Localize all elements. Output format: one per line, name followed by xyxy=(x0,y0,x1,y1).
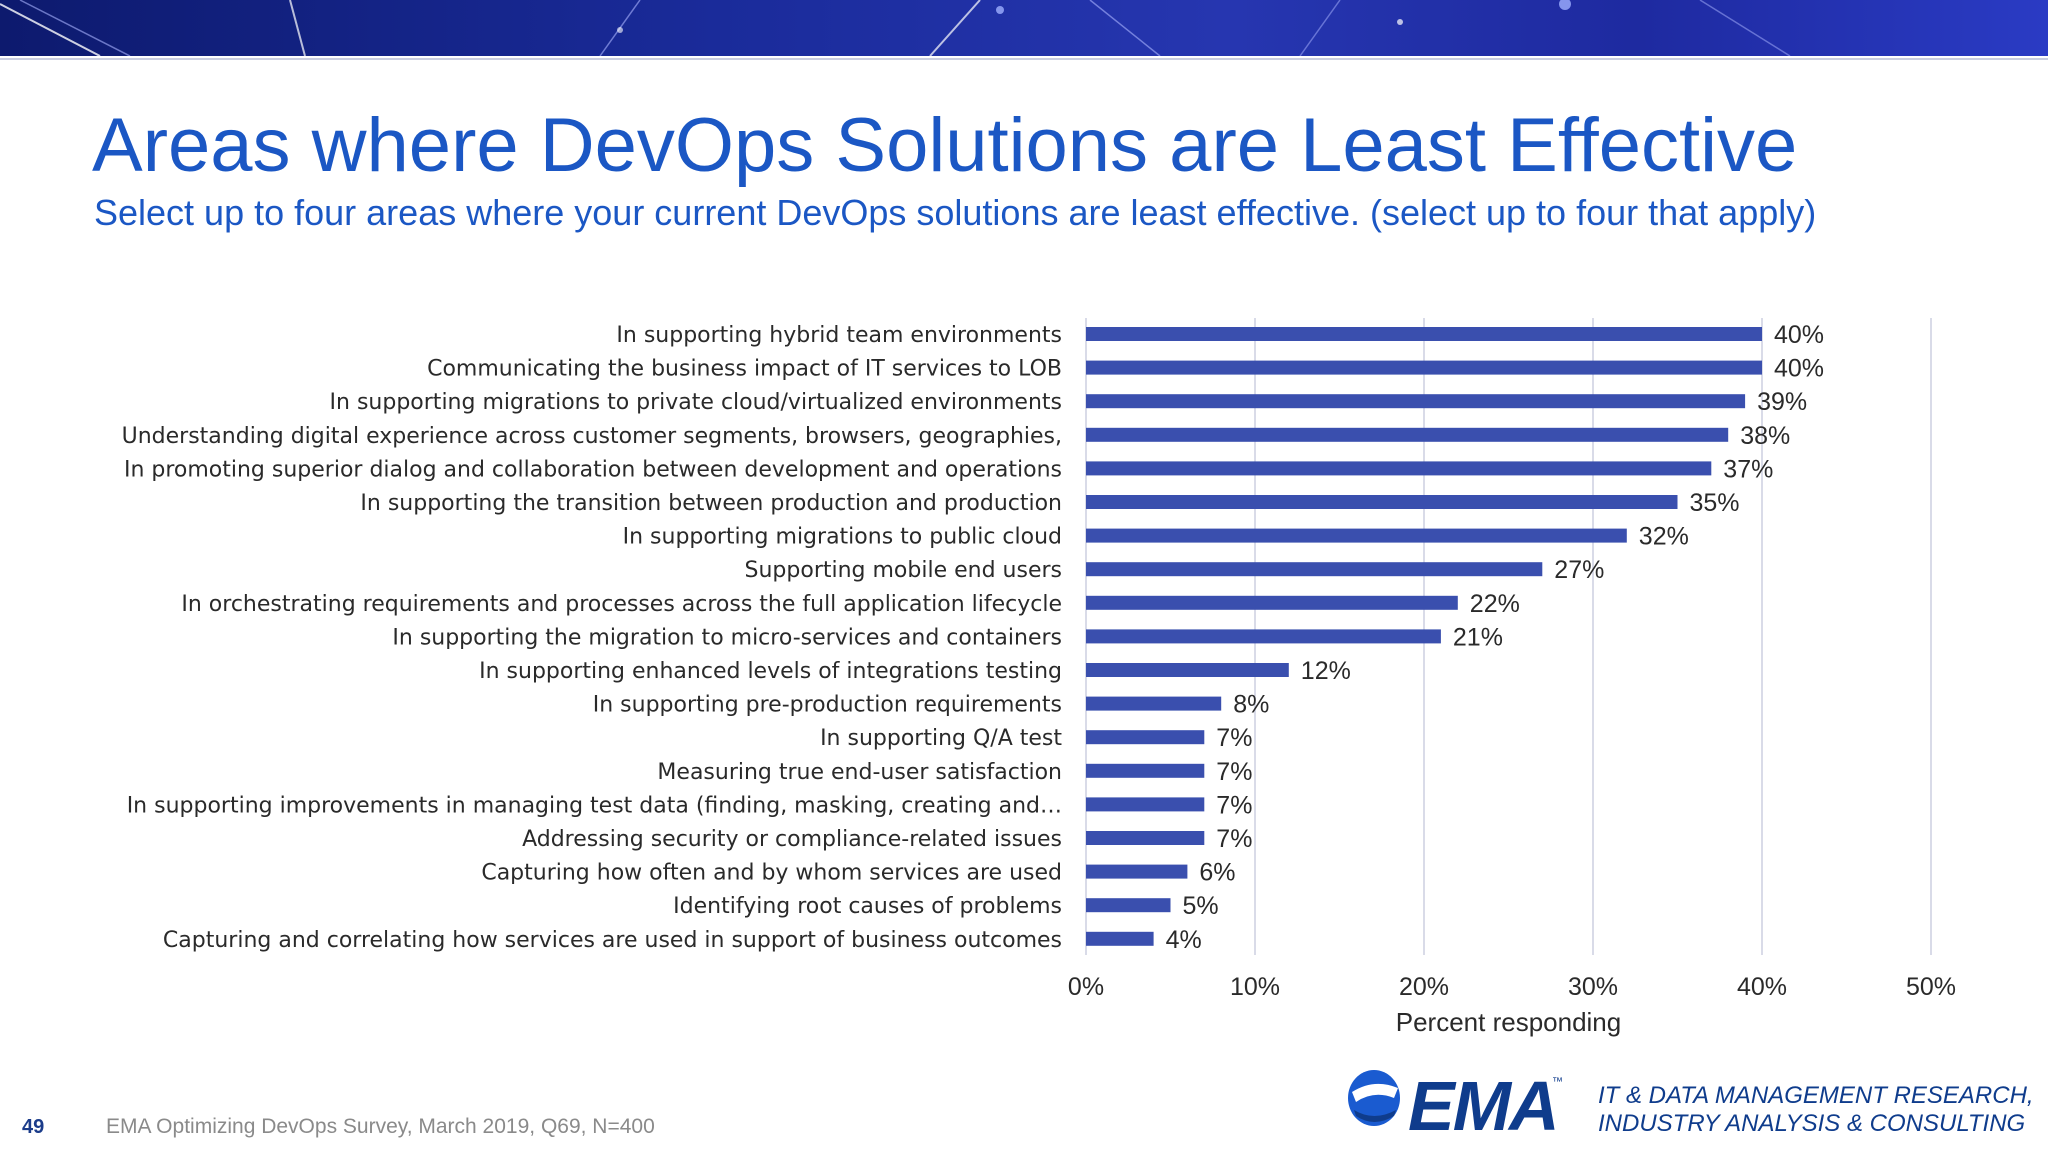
data-label: 40% xyxy=(1774,355,1824,383)
page-number: 49 xyxy=(22,1116,45,1138)
category-label: In supporting the transition between pro… xyxy=(360,491,1062,516)
network-graphic xyxy=(0,0,1791,56)
bar xyxy=(1086,730,1205,745)
bar xyxy=(1086,931,1154,946)
x-tick-label: 40% xyxy=(1737,973,1787,1001)
x-tick-label: 50% xyxy=(1906,973,1956,1001)
data-label: 7% xyxy=(1216,724,1252,752)
source-note: EMA Optimizing DevOps Survey, March 2019… xyxy=(106,1115,655,1138)
data-label: 7% xyxy=(1216,758,1252,786)
x-tick-label: 0% xyxy=(1068,973,1104,1001)
tagline-line2: INDUSTRY ANALYSIS & CONSULTING xyxy=(1598,1110,2026,1137)
data-label: 8% xyxy=(1233,691,1269,719)
category-label: In supporting improvements in managing t… xyxy=(127,793,1062,818)
category-label: In promoting superior dialog and collabo… xyxy=(124,457,1062,482)
ema-logo-text: EMA xyxy=(1408,1067,1560,1145)
slide-subtitle: Select up to four areas where your curre… xyxy=(94,192,1817,233)
data-label: 22% xyxy=(1470,590,1520,618)
category-label: Supporting mobile end users xyxy=(745,558,1062,583)
x-tick-label: 10% xyxy=(1230,973,1280,1001)
ema-tagline: IT & DATA MANAGEMENT RESEARCH, INDUSTRY … xyxy=(1598,1082,2034,1138)
data-label: 38% xyxy=(1740,422,1790,450)
data-label: 39% xyxy=(1757,388,1807,416)
bar xyxy=(1086,562,1543,577)
bar xyxy=(1086,864,1188,879)
data-label: 7% xyxy=(1216,791,1252,819)
bar xyxy=(1086,763,1205,778)
ema-logo-tm: ™ xyxy=(1552,1076,1563,1088)
category-label: Capturing how often and by whom services… xyxy=(481,861,1062,886)
banner-rule xyxy=(0,58,2048,60)
data-label: 27% xyxy=(1554,556,1604,584)
bar xyxy=(1086,495,1678,509)
slide-title: Areas where DevOps Solutions are Least E… xyxy=(92,103,1798,188)
bar-chart: 0% 10% 20% 30% 40% 50% In supporting hybrid te… xyxy=(122,318,1956,1037)
category-label: Communicating the business impact of IT … xyxy=(427,357,1062,382)
category-label: Capturing and correlating how services a… xyxy=(163,928,1062,953)
data-label: 32% xyxy=(1639,523,1689,551)
category-label: In supporting migrations to private clou… xyxy=(330,390,1062,415)
bar xyxy=(1086,528,1627,543)
tagline-line1: IT & DATA MANAGEMENT RESEARCH, xyxy=(1598,1082,2034,1109)
bar xyxy=(1086,831,1205,845)
x-tick-label: 30% xyxy=(1568,973,1618,1001)
bar xyxy=(1086,360,1762,375)
category-label: In orchestrating requirements and proces… xyxy=(181,592,1062,617)
category-label: In supporting the migration to micro-ser… xyxy=(392,625,1062,650)
data-label: 7% xyxy=(1216,825,1252,853)
bar xyxy=(1086,663,1289,677)
bar xyxy=(1086,595,1458,610)
data-label: 5% xyxy=(1183,892,1219,920)
bar xyxy=(1086,629,1441,644)
ema-logo-icon xyxy=(1348,1070,1400,1126)
bar xyxy=(1086,797,1205,812)
category-label: In supporting enhanced levels of integra… xyxy=(479,659,1062,684)
x-axis-title: Percent responding xyxy=(1396,1007,1621,1037)
category-label: In supporting pre-production requirement… xyxy=(593,693,1062,718)
category-label: In supporting hybrid team environments xyxy=(616,323,1062,348)
data-label: 40% xyxy=(1774,321,1824,349)
bar xyxy=(1086,394,1746,409)
data-label: 37% xyxy=(1723,455,1773,483)
data-label: 6% xyxy=(1199,859,1235,887)
data-label: 12% xyxy=(1301,657,1351,685)
data-label: 4% xyxy=(1166,926,1202,954)
category-label: Understanding digital experience across … xyxy=(122,424,1062,449)
category-label: In supporting migrations to public cloud xyxy=(623,525,1062,550)
category-label: Measuring true end-user satisfaction xyxy=(657,760,1062,785)
bar xyxy=(1086,696,1222,711)
bar xyxy=(1086,461,1712,476)
data-label: 21% xyxy=(1453,623,1503,651)
bar xyxy=(1086,427,1729,442)
category-label: Addressing security or compliance-relate… xyxy=(522,827,1062,852)
header-banner xyxy=(0,0,2048,56)
bar xyxy=(1086,898,1171,913)
x-tick-label: 20% xyxy=(1399,973,1449,1001)
category-label: In supporting Q/A test xyxy=(820,726,1062,751)
category-label: Identifying root causes of problems xyxy=(673,894,1062,919)
data-label: 35% xyxy=(1690,489,1740,517)
bar xyxy=(1086,327,1762,341)
